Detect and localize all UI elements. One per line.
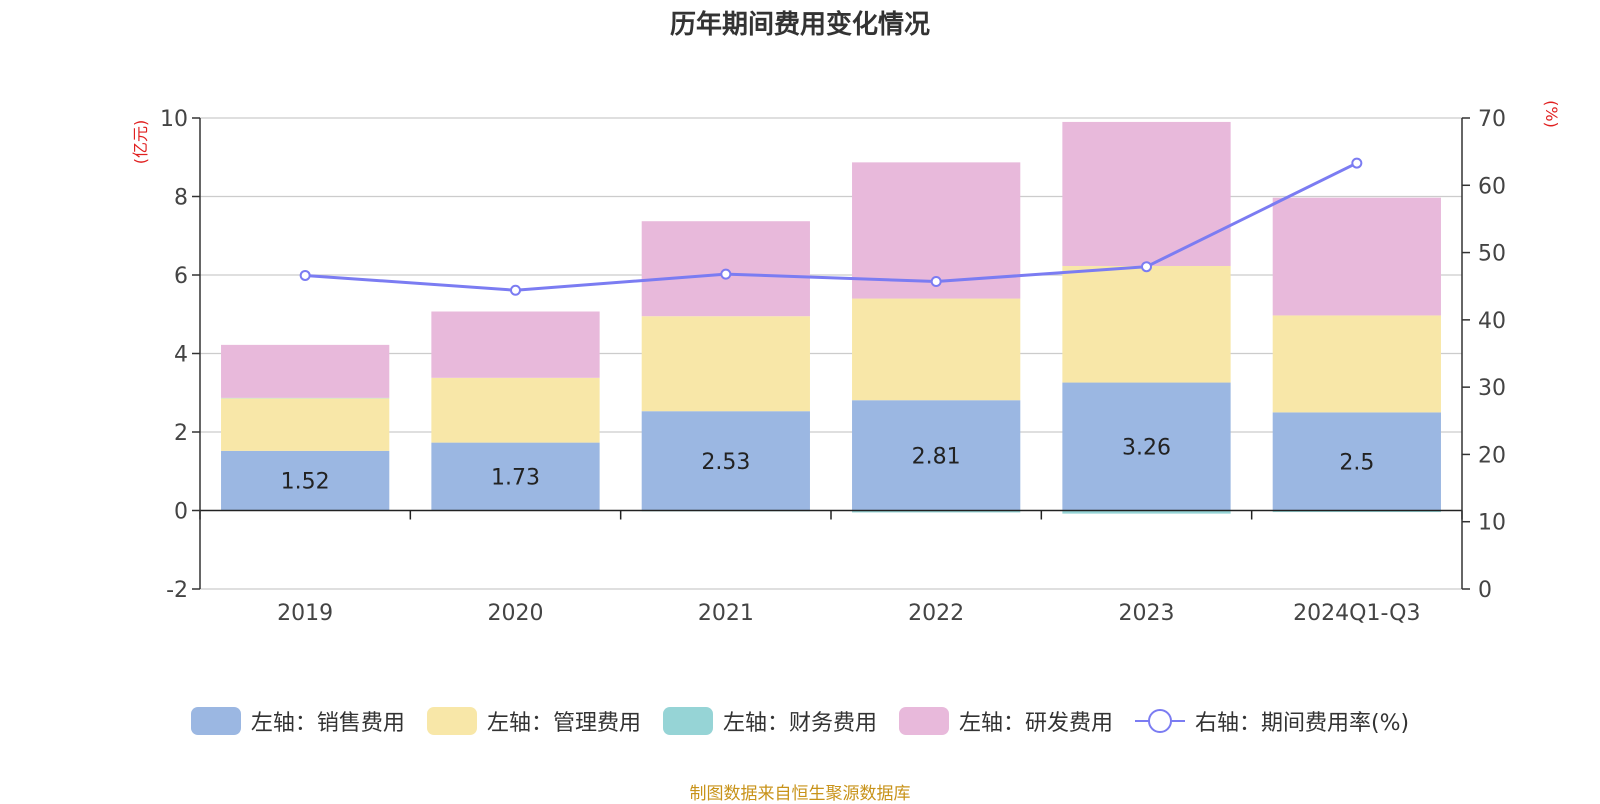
y-tick-label-right: 0 (1478, 578, 1492, 603)
y-tick-label-left: 0 (174, 500, 188, 525)
data-label: 3.26 (1122, 436, 1171, 461)
y-tick-label-left: 4 (174, 343, 188, 368)
legend-item-admin[interactable]: 左轴：管理费用 (427, 705, 641, 737)
x-tick-label: 2021 (698, 601, 754, 626)
y-tick-label-left: -2 (166, 578, 188, 603)
bar-segment (1062, 266, 1230, 383)
bar-segment (1273, 198, 1441, 316)
data-label: 2.81 (912, 444, 961, 469)
y-tick-label-right: 30 (1478, 376, 1506, 401)
bar-segment (221, 345, 389, 398)
y-tick-label-right: 20 (1478, 443, 1506, 468)
data-label: 1.73 (491, 466, 540, 491)
y-tick-label-left: 8 (174, 186, 188, 211)
line-point (721, 270, 730, 279)
source-note: 制图数据来自恒生聚源数据库 (0, 779, 1600, 804)
line-point (1142, 262, 1151, 271)
chart-canvas: 1.5220191.7320202.5320212.8120223.262023… (0, 0, 1600, 700)
bar-segment (1273, 315, 1441, 412)
x-tick-label: 2022 (908, 601, 964, 626)
bar-segment (852, 299, 1020, 401)
bar-segment (1062, 122, 1230, 266)
line-point (932, 277, 941, 286)
x-tick-label: 2020 (488, 601, 544, 626)
y-tick-label-left: 10 (160, 107, 188, 132)
legend: 左轴：销售费用 左轴：管理费用 左轴：财务费用 左轴：研发费用 右轴：期间费用率… (0, 705, 1600, 737)
legend-swatch-sales (191, 707, 241, 735)
data-label: 2.5 (1339, 450, 1374, 475)
line-point (301, 271, 310, 280)
legend-swatch-finance (663, 707, 713, 735)
line-point (511, 286, 520, 295)
legend-swatch-rnd (899, 707, 949, 735)
y-axis-right-unit: (%) (1542, 100, 1561, 128)
legend-label-admin: 左轴：管理费用 (487, 705, 641, 737)
legend-line-icon (1135, 707, 1185, 735)
legend-item-finance[interactable]: 左轴：财务费用 (663, 705, 877, 737)
bar-segment (642, 316, 810, 411)
legend-item-rnd[interactable]: 左轴：研发费用 (899, 705, 1113, 737)
legend-swatch-admin (427, 707, 477, 735)
legend-label-sales: 左轴：销售费用 (251, 705, 405, 737)
bar-segment (221, 398, 389, 451)
x-tick-label: 2019 (277, 601, 333, 626)
y-tick-label-right: 40 (1478, 309, 1506, 334)
line-point (1352, 159, 1361, 168)
y-tick-label-right: 10 (1478, 511, 1506, 536)
data-label: 2.53 (701, 450, 750, 475)
bar-segment (431, 312, 599, 378)
y-tick-label-right: 50 (1478, 242, 1506, 267)
legend-item-sales[interactable]: 左轴：销售费用 (191, 705, 405, 737)
data-label: 1.52 (281, 470, 330, 495)
x-tick-label: 2023 (1119, 601, 1175, 626)
y-tick-label-left: 2 (174, 421, 188, 446)
y-axis-left-unit: (亿元) (131, 120, 150, 165)
y-tick-label-right: 60 (1478, 174, 1506, 199)
legend-item-expense-ratio[interactable]: 右轴：期间费用率(%) (1135, 705, 1409, 737)
legend-label-finance: 左轴：财务费用 (723, 705, 877, 737)
legend-label-expense-ratio: 右轴：期间费用率(%) (1195, 705, 1409, 737)
bar-segment (431, 378, 599, 443)
x-tick-label: 2024Q1-Q3 (1293, 601, 1420, 626)
y-tick-label-left: 6 (174, 264, 188, 289)
y-tick-label-right: 70 (1478, 107, 1506, 132)
legend-label-rnd: 左轴：研发费用 (959, 705, 1113, 737)
